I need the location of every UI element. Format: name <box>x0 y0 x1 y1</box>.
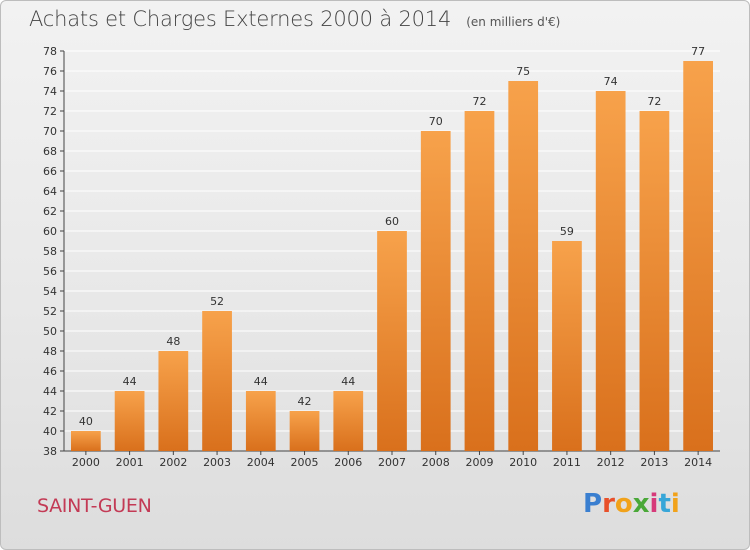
x-tick-label: 2013 <box>640 456 668 469</box>
data-label: 40 <box>79 415 93 428</box>
bar-2008 <box>420 131 451 451</box>
y-tick-label: 46 <box>43 365 57 378</box>
data-label: 44 <box>341 375 355 388</box>
y-tick-label: 38 <box>43 445 57 458</box>
x-tick-label: 2009 <box>465 456 493 469</box>
bar-2004 <box>245 391 276 451</box>
bar-2001 <box>114 391 145 451</box>
y-tick-label: 70 <box>43 125 57 138</box>
x-tick-label: 2010 <box>509 456 537 469</box>
bar-2005 <box>289 411 320 451</box>
y-tick-label: 76 <box>43 65 57 78</box>
data-label: 52 <box>210 295 224 308</box>
y-tick-label: 40 <box>43 425 57 438</box>
bar-2003 <box>202 311 232 451</box>
bar-2012 <box>595 91 626 451</box>
y-tick-label: 64 <box>43 185 57 198</box>
y-tick-label: 56 <box>43 265 57 278</box>
x-tick-label: 2006 <box>334 456 362 469</box>
y-tick-label: 52 <box>43 305 57 318</box>
x-tick-label: 2008 <box>422 456 450 469</box>
bar-2000 <box>70 431 101 451</box>
x-tick-label: 2005 <box>291 456 319 469</box>
data-label: 70 <box>429 115 443 128</box>
chart-unit-note: (en milliers d'€) <box>466 15 561 29</box>
y-tick-label: 78 <box>43 45 57 58</box>
bar-2007 <box>377 231 407 451</box>
x-tick-label: 2014 <box>684 456 712 469</box>
x-tick-label: 2007 <box>378 456 406 469</box>
data-label: 44 <box>254 375 268 388</box>
data-label: 72 <box>647 95 661 108</box>
bar-2011 <box>552 241 582 451</box>
data-label: 48 <box>166 335 180 348</box>
data-label: 59 <box>560 225 574 238</box>
proxiti-logo: Proxiti <box>583 489 680 519</box>
x-tick-label: 2002 <box>159 456 187 469</box>
data-label: 44 <box>123 375 137 388</box>
y-tick-label: 74 <box>43 85 57 98</box>
y-tick-label: 60 <box>43 225 57 238</box>
data-label: 42 <box>298 395 312 408</box>
y-tick-label: 66 <box>43 165 57 178</box>
y-tick-label: 68 <box>43 145 57 158</box>
bar-2002 <box>158 351 189 451</box>
data-label: 75 <box>516 65 530 78</box>
data-label: 74 <box>604 75 618 88</box>
y-tick-label: 62 <box>43 205 57 218</box>
bar-2013 <box>639 111 670 451</box>
chart-title: Achats et Charges Externes 2000 à 2014 <box>29 7 452 31</box>
x-tick-label: 2004 <box>247 456 275 469</box>
y-tick-label: 54 <box>43 285 57 298</box>
y-tick-label: 58 <box>43 245 57 258</box>
y-tick-label: 50 <box>43 325 57 338</box>
bar-2006 <box>333 391 364 451</box>
y-tick-label: 44 <box>43 385 57 398</box>
x-tick-label: 2000 <box>72 456 100 469</box>
y-tick-label: 72 <box>43 105 57 118</box>
x-tick-label: 2003 <box>203 456 231 469</box>
data-label: 60 <box>385 215 399 228</box>
x-tick-label: 2001 <box>116 456 144 469</box>
chart-title-block: Achats et Charges Externes 2000 à 2014 (… <box>29 7 560 31</box>
bar-2009 <box>464 111 495 451</box>
y-tick-label: 48 <box>43 345 57 358</box>
commune-name: SAINT-GUEN <box>37 495 152 517</box>
data-label: 77 <box>691 45 705 58</box>
bar-2010 <box>508 81 539 451</box>
y-tick-label: 42 <box>43 405 57 418</box>
data-label: 72 <box>472 95 486 108</box>
bar-2014 <box>683 61 714 451</box>
x-tick-label: 2012 <box>597 456 625 469</box>
x-tick-label: 2011 <box>553 456 581 469</box>
